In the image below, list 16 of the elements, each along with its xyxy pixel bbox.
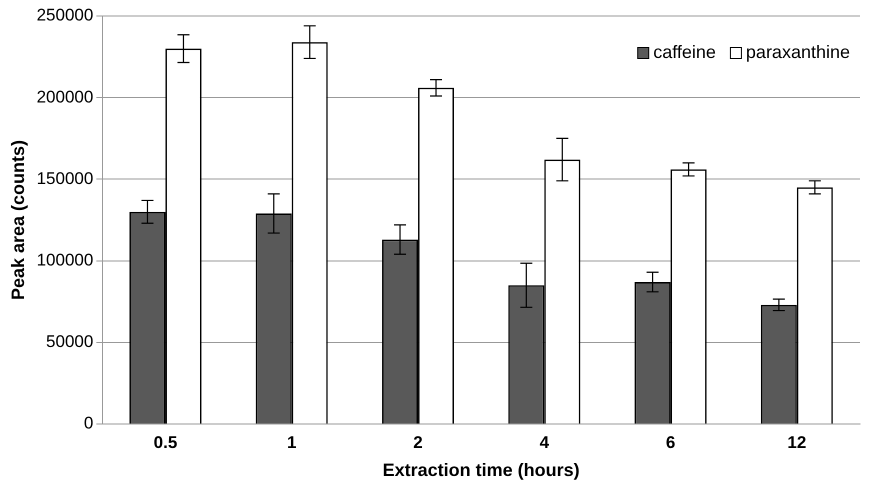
x-tick-label: 4 bbox=[540, 432, 550, 452]
y-tick-label: 100000 bbox=[36, 250, 94, 270]
x-tick-label: 6 bbox=[666, 432, 676, 452]
legend-label: caffeine bbox=[653, 42, 716, 62]
x-tick-label: 12 bbox=[787, 432, 806, 452]
y-tick-label: 250000 bbox=[36, 6, 94, 25]
y-tick-label: 200000 bbox=[36, 87, 94, 106]
x-axis-title: Extraction time (hours) bbox=[382, 460, 580, 480]
y-axis-title: Peak area (counts) bbox=[8, 140, 28, 300]
y-tick-label: 0 bbox=[84, 414, 94, 433]
x-tick-label: 2 bbox=[413, 432, 423, 452]
y-tick-label: 50000 bbox=[46, 332, 94, 352]
x-tick-label: 0.5 bbox=[154, 432, 178, 452]
legend-label: paraxanthine bbox=[746, 42, 850, 62]
x-tick-label: 1 bbox=[287, 432, 296, 452]
y-tick-label: 150000 bbox=[36, 168, 94, 188]
